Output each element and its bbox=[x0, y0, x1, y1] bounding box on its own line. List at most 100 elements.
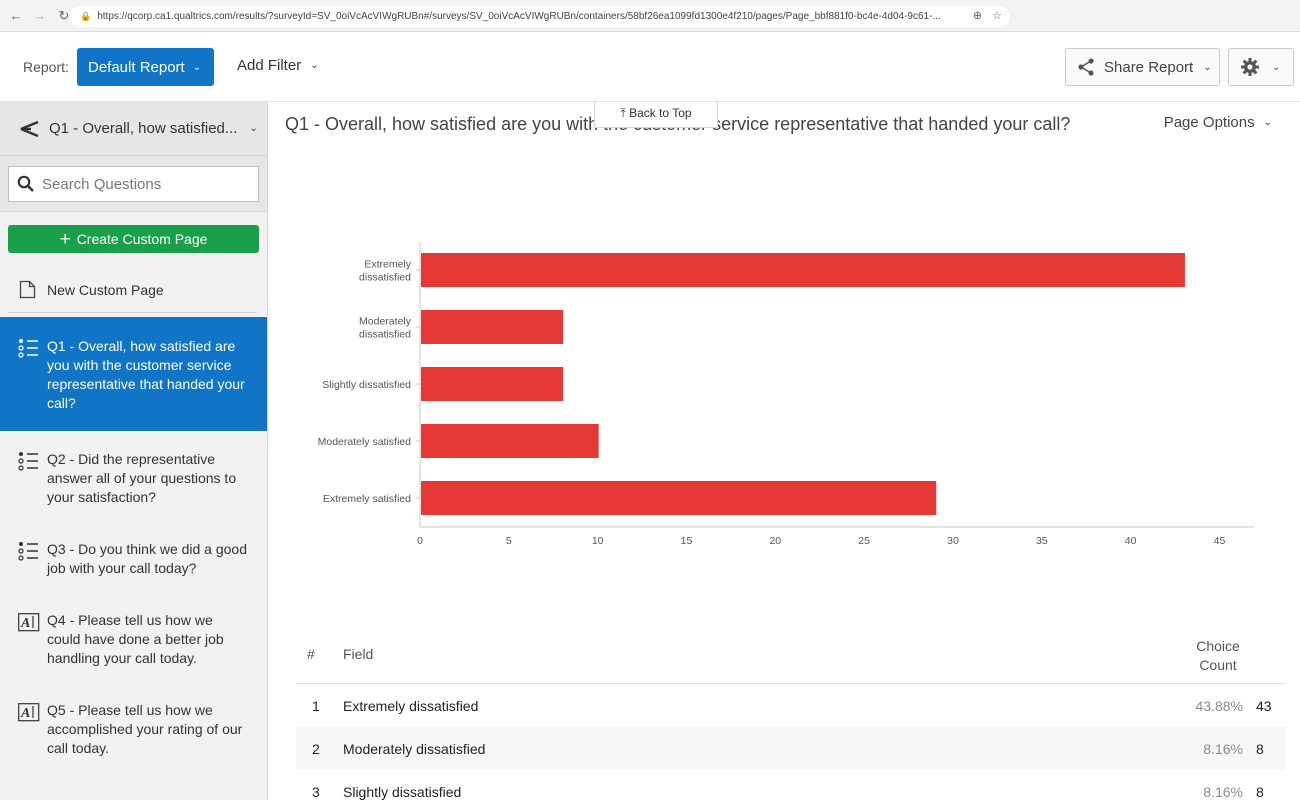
column-header-choice-count: Choice Count bbox=[1196, 638, 1240, 673]
question-sidebar: Q1 - Overall, how satisfied... ⌄ + Creat… bbox=[0, 102, 268, 800]
chevron-down-icon: ⌄ bbox=[249, 123, 258, 134]
sidebar-item-q5[interactable]: A Q5 - Please tell us how we accomplishe… bbox=[0, 682, 267, 772]
plus-icon: + bbox=[59, 228, 71, 250]
chart-bar bbox=[421, 310, 564, 344]
chevron-down-icon: ⌄ bbox=[1203, 61, 1212, 73]
y-tick-label: Extremely satisfied bbox=[323, 493, 411, 505]
row-percent: 8.16% bbox=[1203, 741, 1243, 757]
y-tick-label: Slightly dissatisfied bbox=[322, 379, 411, 391]
svg-text:A: A bbox=[20, 616, 30, 631]
chart-bar bbox=[421, 481, 937, 515]
row-field: Moderately dissatisfied bbox=[343, 741, 486, 757]
table-header: # Field Choice Count bbox=[296, 622, 1286, 684]
x-tick-label: 40 bbox=[1125, 535, 1137, 547]
report-header: Report: Default Report ⌄ Add Filter ⌄ Sh… bbox=[0, 32, 1300, 102]
row-count: 8 bbox=[1256, 741, 1264, 757]
sidebar-item-label: Q4 - Please tell us how we could have do… bbox=[47, 612, 224, 666]
x-tick-label: 30 bbox=[947, 535, 959, 547]
current-question-label: Q1 - Overall, how satisfied... bbox=[49, 120, 238, 137]
share-icon bbox=[1078, 58, 1094, 76]
url-text: https://qcorp.ca1.qualtrics.com/results/… bbox=[97, 11, 941, 22]
chevron-down-icon: ⌄ bbox=[192, 61, 202, 73]
row-field: Slightly dissatisfied bbox=[343, 784, 462, 800]
sidebar-item-q1[interactable]: Q1 - Overall, how satisfied are you with… bbox=[0, 317, 267, 431]
search-box bbox=[8, 166, 259, 202]
x-tick-label: 25 bbox=[858, 535, 870, 547]
table-row: 3 Slightly dissatisfied 8.16% 8 bbox=[296, 770, 1286, 800]
back-arrow-icon[interactable]: ← bbox=[9, 8, 23, 23]
search-icon bbox=[17, 175, 34, 192]
multiple-choice-icon bbox=[18, 542, 38, 561]
table-row: 2 Moderately dissatisfied 8.16% 8 bbox=[296, 727, 1286, 770]
row-number: 1 bbox=[312, 698, 320, 714]
x-tick-label: 35 bbox=[1036, 535, 1048, 547]
share-report-label: Share Report bbox=[1104, 58, 1194, 76]
chevron-down-icon: ⌄ bbox=[310, 60, 319, 71]
address-bar[interactable]: 🔒 https://qcorp.ca1.qualtrics.com/result… bbox=[70, 6, 1010, 27]
x-tick-label: 10 bbox=[592, 535, 604, 547]
question-selector-dropdown[interactable]: Q1 - Overall, how satisfied... ⌄ bbox=[0, 102, 267, 156]
y-tick-label: Moderately satisfied bbox=[318, 436, 412, 448]
x-tick-label: 45 bbox=[1214, 535, 1226, 547]
multiple-choice-icon bbox=[18, 339, 38, 358]
text-entry-icon: A bbox=[18, 703, 40, 722]
settings-dropdown[interactable]: ⌄ bbox=[1228, 48, 1294, 86]
sidebar-item-label: Q5 - Please tell us how we accomplished … bbox=[47, 702, 243, 756]
x-tick-label: 5 bbox=[506, 535, 512, 547]
page-icon bbox=[19, 280, 36, 299]
column-header-number: # bbox=[307, 646, 315, 662]
search-container bbox=[0, 156, 267, 212]
row-percent: 43.88% bbox=[1195, 698, 1243, 714]
report-label: Report: bbox=[23, 59, 69, 75]
page-options-dropdown[interactable]: Page Options ⌄ bbox=[1164, 114, 1272, 131]
chart-bar bbox=[421, 367, 564, 401]
chevron-down-icon: ⌄ bbox=[1272, 61, 1281, 73]
share-report-button[interactable]: Share Report ⌄ bbox=[1065, 48, 1220, 86]
chart-bar bbox=[421, 253, 1185, 287]
x-tick-label: 0 bbox=[417, 535, 423, 547]
x-tick-label: 20 bbox=[769, 535, 781, 547]
reload-icon[interactable]: ↻ bbox=[58, 7, 70, 23]
sidebar-item-label: Q1 - Overall, how satisfied are you with… bbox=[47, 338, 245, 411]
browser-toolbar: ← → ↻ 🔒 https://qcorp.ca1.qualtrics.com/… bbox=[0, 0, 1300, 32]
y-tick-label: Moderately dissatisfied bbox=[359, 316, 412, 341]
search-input[interactable] bbox=[42, 175, 242, 193]
row-number: 3 bbox=[312, 784, 320, 800]
back-to-top-button[interactable]: ⤒ Back to Top bbox=[594, 102, 718, 128]
add-filter-dropdown[interactable]: Add Filter ⌄ bbox=[237, 57, 319, 74]
column-header-field: Field bbox=[343, 646, 374, 662]
chevron-down-icon: ⌄ bbox=[1263, 117, 1272, 128]
zoom-icon[interactable]: ⊕ bbox=[972, 10, 983, 22]
sidebar-item-label: Q3 - Do you think we did a good job with… bbox=[47, 541, 248, 576]
default-report-dropdown[interactable]: Default Report ⌄ bbox=[77, 48, 214, 86]
table-row: 1 Extremely dissatisfied 43.88% 43 bbox=[296, 684, 1286, 727]
sidebar-item-label: Q2 - Did the representative answer all o… bbox=[47, 451, 237, 505]
multiple-choice-icon bbox=[18, 452, 38, 471]
row-field: Extremely dissatisfied bbox=[343, 698, 479, 714]
y-tick-label: Extremely dissatisfied bbox=[359, 259, 412, 284]
create-custom-page-button[interactable]: + Create Custom Page bbox=[8, 225, 259, 253]
add-filter-label: Add Filter bbox=[237, 57, 302, 74]
sidebar-item-q2[interactable]: Q2 - Did the representative answer all o… bbox=[0, 431, 267, 521]
sidebar-item-q4[interactable]: A Q4 - Please tell us how we could have … bbox=[0, 592, 267, 682]
results-table: # Field Choice Count 1 Extremely dissati… bbox=[296, 622, 1286, 800]
forward-arrow-icon[interactable]: → bbox=[33, 8, 47, 23]
new-custom-page-item[interactable]: New Custom Page bbox=[8, 267, 257, 313]
report-main: ⤒ Back to Top Q1 - Overall, how satisfie… bbox=[268, 102, 1300, 800]
question-type-icon bbox=[20, 120, 39, 137]
row-count: 43 bbox=[1256, 698, 1272, 714]
lock-icon: 🔒 bbox=[80, 11, 92, 21]
text-entry-icon: A bbox=[18, 613, 40, 632]
create-custom-page-label: Create Custom Page bbox=[76, 231, 208, 247]
x-tick-label: 15 bbox=[681, 535, 693, 547]
page-options-label: Page Options bbox=[1163, 114, 1255, 131]
svg-text:A: A bbox=[20, 706, 30, 721]
new-custom-page-label: New Custom Page bbox=[47, 281, 164, 298]
chart-bar bbox=[421, 424, 599, 458]
sidebar-item-q3[interactable]: Q3 - Do you think we did a good job with… bbox=[0, 521, 267, 592]
bookmark-star-icon[interactable]: ☆ bbox=[992, 10, 1002, 22]
default-report-label: Default Report bbox=[88, 58, 185, 76]
gear-icon bbox=[1241, 58, 1259, 76]
row-number: 2 bbox=[312, 741, 320, 757]
row-count: 8 bbox=[1256, 784, 1264, 800]
